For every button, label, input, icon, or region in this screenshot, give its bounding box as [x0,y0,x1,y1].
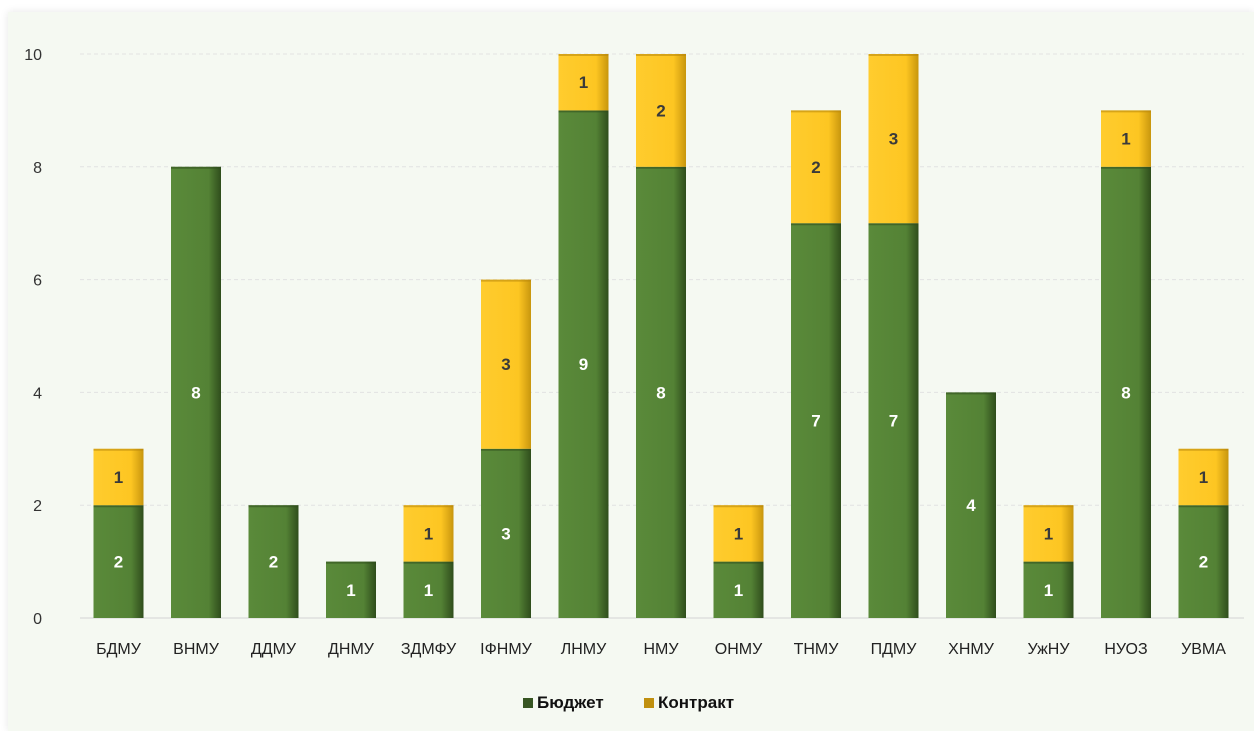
bar-budget [93,505,144,618]
y-axis-ticks: 0 2 4 6 8 10 [24,47,42,628]
data-label: 1 [346,581,355,600]
data-label: 1 [1044,581,1053,600]
bar-budget [481,448,531,618]
bar-contract [791,110,841,224]
data-label: 1 [1044,524,1053,543]
data-label: 2 [269,553,278,572]
x-tick-label: БДМУ [96,641,142,658]
y-tick-label: 10 [24,47,42,64]
data-label: 2 [114,553,123,572]
bar-budget [558,110,609,619]
data-label: 2 [811,158,820,177]
x-tick-label: ЛНМУ [561,641,607,658]
x-tick-label: УВМА [1181,641,1226,658]
bar-contract [1178,448,1229,506]
bar-contract [713,505,764,562]
data-label: 4 [966,496,976,515]
bar-contract [1023,505,1074,562]
legend-swatch [523,698,533,708]
bar-contract [636,54,686,167]
bar-budget [946,392,996,618]
legend-label: Бюджет [537,693,604,712]
bar-budget [1178,505,1229,618]
bars [93,54,1229,619]
x-tick-label: ТНМУ [794,641,840,658]
x-tick-label: ХНМУ [948,641,995,658]
legend-label: Контракт [658,693,734,712]
bar-budget [248,505,299,618]
chart-card: 0 2 4 6 8 10 2 1 8 2 1 1 1 3 3 9 1 8 2 1 1 7 2 7 3 4 1 1 8 1 2 1 БДМУ В… [8,12,1254,731]
data-label: 8 [191,383,200,402]
data-label: 1 [579,73,588,92]
data-label: 1 [424,524,433,543]
data-label: 3 [501,355,510,374]
y-tick-label: 6 [33,273,42,290]
bar-budget [791,223,841,618]
bar-budget [636,166,686,619]
x-tick-label: ІФНМУ [480,641,532,658]
legend: Бюджет Контракт [523,693,734,712]
data-label: 3 [501,524,510,543]
x-axis-labels: БДМУ ВНМУ ДДМУ ДНМУ ЗДМФУ ІФНМУ ЛНМУ НМУ ОНМУ ТНМ… [96,641,1226,658]
stacked-bar-chart: 0 2 4 6 8 10 2 1 8 2 1 1 1 3 3 9 1 8 2 1 1 7 2 7 3 4 1 1 8 1 2 1 БДМУ В… [24,47,1244,712]
bar-contract [481,279,531,449]
x-tick-label: ДДМУ [251,641,297,658]
data-label: 2 [656,101,665,120]
bar-budget [403,561,454,618]
bar-budget [868,223,919,618]
x-tick-label: ПДМУ [871,641,918,658]
bar-contract [403,505,454,562]
x-tick-label: НМУ [643,641,679,658]
x-tick-label: ЗДМФУ [401,641,457,658]
x-tick-label: НУОЗ [1104,641,1147,658]
legend-swatch [644,698,654,708]
data-label: 2 [1199,553,1208,572]
data-label: 8 [656,383,665,402]
data-label: 1 [1121,130,1130,149]
data-labels: 2 1 8 2 1 1 1 3 3 9 1 8 2 1 1 7 2 7 3 4 1 1 8 1 2 1 [114,73,1208,600]
x-tick-label: ВНМУ [173,641,220,658]
data-label: 8 [1121,383,1130,402]
data-label: 1 [1199,468,1208,487]
y-tick-label: 2 [33,498,42,515]
bar-budget [1101,166,1151,619]
data-label: 9 [579,355,588,374]
y-tick-label: 0 [33,611,42,628]
bar-contract [868,54,919,224]
y-tick-label: 8 [33,160,42,177]
bar-contract [93,448,144,506]
data-label: 1 [734,581,743,600]
data-label: 1 [734,524,743,543]
data-label: 3 [889,130,898,149]
x-tick-label: УжНУ [1027,641,1070,658]
data-label: 7 [889,412,898,431]
y-tick-label: 4 [33,385,42,402]
bar-budget [1023,561,1074,618]
bar-budget [713,561,764,618]
bar-contract [558,54,609,111]
x-tick-label: ДНМУ [328,641,375,658]
x-tick-label: ОНМУ [715,641,763,658]
bar-budget [171,166,221,619]
data-label: 1 [114,468,123,487]
bar-budget [326,561,376,618]
data-label: 1 [424,581,433,600]
bar-contract [1101,110,1151,167]
data-label: 7 [811,412,820,431]
